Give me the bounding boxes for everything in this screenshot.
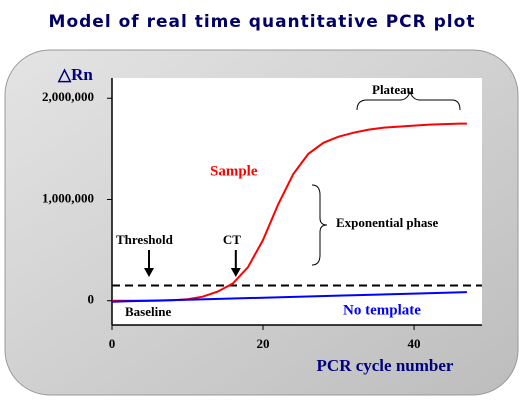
series-label: No template (343, 302, 421, 318)
annotation: Threshold (116, 232, 174, 247)
plateau-brace (356, 90, 461, 111)
series-label: Sample (210, 163, 258, 179)
exponential-brace (311, 184, 328, 266)
annotation: CT (223, 232, 241, 247)
x-tick-label: 40 (408, 336, 421, 351)
threshold-arrowhead (144, 268, 154, 277)
y-axis-label: △Rn (57, 65, 93, 84)
annotation: Plateau (372, 82, 414, 97)
x-tick-label: 0 (109, 336, 116, 351)
annotation: Exponential phase (336, 215, 438, 230)
ct-arrowhead (230, 268, 241, 277)
series-line (111, 291, 467, 303)
y-tick-label: 1,000,000 (42, 190, 94, 205)
y-tick-label: 0 (88, 292, 95, 307)
annotation: Baseline (125, 304, 171, 319)
chart-title: Model of real time quantitative PCR plot (49, 12, 476, 32)
x-tick-label: 20 (257, 336, 270, 351)
y-tick-label: 2,000,000 (42, 89, 94, 104)
plot-area (112, 78, 482, 325)
x-axis-label: PCR cycle number (317, 356, 454, 375)
